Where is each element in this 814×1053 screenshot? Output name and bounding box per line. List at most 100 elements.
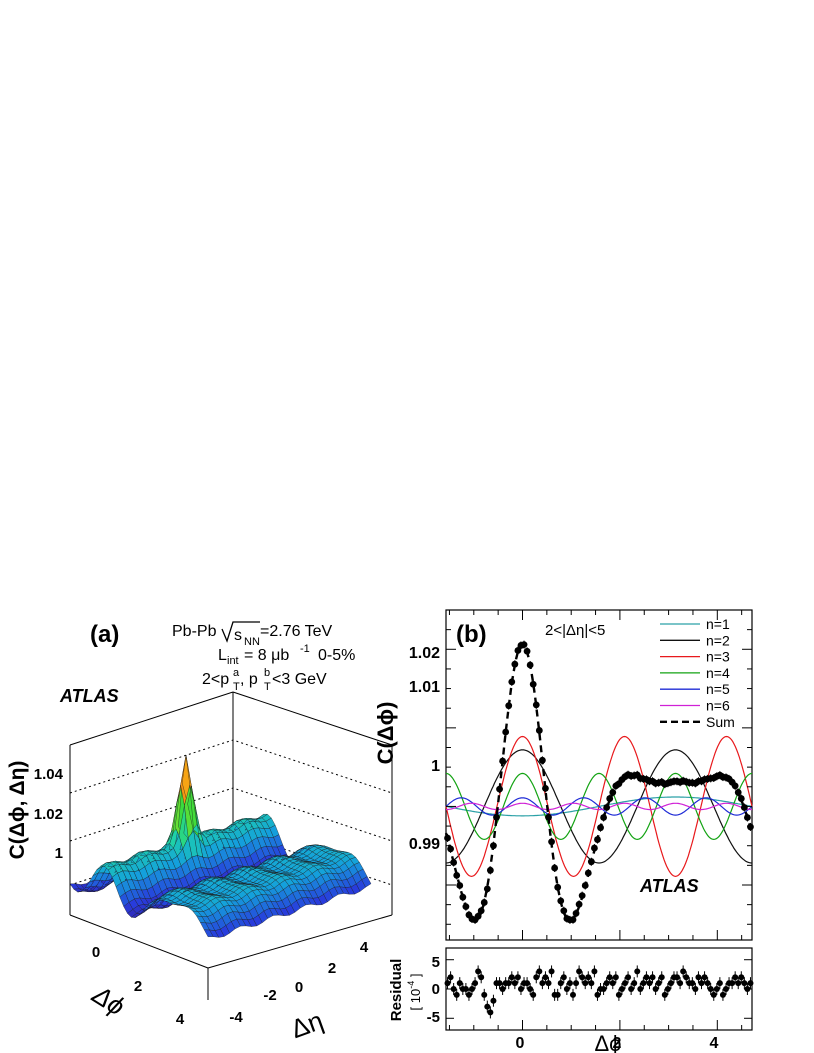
residual-point (618, 986, 625, 992)
panel-a-atlas-watermark: ATLAS (59, 686, 119, 706)
z-tick: 1 (55, 845, 63, 862)
panel-b-y-axis-label: C(Δϕ) (373, 702, 398, 765)
residual-point (600, 986, 607, 992)
phi-tick: 4 (176, 1011, 185, 1028)
residual-unit: [ 10-4 ] (406, 974, 423, 1011)
residual-point (735, 980, 742, 987)
harmonic-curve-n5 (445, 797, 753, 816)
energy-label: s (234, 627, 242, 644)
panel-a-z-ticks: 1.04 1.02 1 (34, 766, 64, 862)
y-tick-label: 1 (431, 758, 440, 775)
residual-point (615, 991, 622, 998)
panel-a-box-frame (69, 691, 393, 1000)
eta-tick: 2 (328, 960, 336, 977)
residual-point (582, 980, 589, 987)
legend-label: n=6 (706, 698, 730, 714)
data-point (557, 897, 565, 905)
panel-b-selection: 2<|Δη|<5 (545, 622, 605, 639)
panel-b-residual-y-ticks: 5 0 -5 (427, 954, 440, 1026)
data-point (572, 909, 580, 917)
residual-point (545, 980, 552, 987)
panel-a-info-block: Pb-Pb s NN =2.76 TeV L int = 8 μb -1 0-5… (172, 621, 355, 693)
residual-point (609, 980, 616, 987)
data-point (462, 903, 470, 911)
residual-point (649, 974, 656, 981)
residual-point (646, 980, 653, 987)
residual-point (447, 974, 454, 981)
data-point (453, 871, 461, 879)
data-point (584, 869, 592, 877)
residual-point (622, 980, 629, 987)
panel-b-label: (b) (456, 621, 487, 648)
residual-point (738, 974, 745, 981)
residual-point (683, 974, 690, 981)
data-point (511, 660, 519, 668)
residual-point (490, 997, 497, 1004)
data-point (734, 789, 742, 796)
residual-point (539, 980, 546, 987)
z-tick: 1.02 (34, 806, 63, 823)
pt-mid: , p (240, 671, 258, 688)
lumi-prefix: L (218, 647, 227, 664)
y-tick-label: 1.02 (409, 645, 440, 662)
residual-point (527, 986, 534, 992)
lumi-sub: int (227, 655, 239, 667)
residual-point (566, 980, 573, 987)
data-point (542, 784, 549, 792)
data-point (447, 845, 454, 853)
lumi-value: = 8 μb (244, 647, 289, 664)
data-point (575, 900, 583, 908)
data-point (609, 789, 617, 796)
data-point (499, 757, 507, 765)
legend-label: Sum (706, 714, 735, 730)
residual-point (484, 1003, 491, 1010)
legend-label: n=1 (706, 616, 730, 632)
residual-point (628, 986, 635, 992)
residual-point (533, 974, 540, 981)
residual-point (667, 980, 674, 987)
y-tick-label: 1.01 (409, 679, 440, 696)
data-point (493, 813, 500, 821)
residual-point (612, 974, 619, 981)
residual-point (514, 974, 521, 981)
residual-point (465, 991, 472, 998)
legend-label: n=4 (706, 665, 730, 681)
centrality: 0-5% (318, 647, 355, 664)
data-point (747, 823, 754, 831)
residual-point (704, 980, 711, 987)
residual-point (481, 991, 488, 998)
data-point (490, 842, 497, 850)
data-point (444, 834, 451, 842)
residual-point (677, 980, 684, 987)
residual-point (472, 980, 479, 987)
residual-point (664, 986, 671, 992)
residual-point (576, 968, 583, 975)
data-point (477, 907, 485, 915)
residual-point (453, 991, 460, 998)
residual-point (444, 980, 451, 987)
panel-a-z-axis-label: C(Δϕ, Δη) (6, 761, 29, 860)
data-point (551, 864, 559, 872)
data-point (560, 907, 568, 915)
residual-point (517, 986, 524, 992)
data-point (740, 804, 748, 811)
phi-tick: 0 (92, 944, 100, 961)
data-point (526, 661, 534, 669)
data-point (591, 844, 598, 852)
sqrt-symbol (221, 621, 260, 643)
pt-sup-a: a (233, 667, 240, 679)
data-point (459, 893, 467, 901)
data-point (474, 912, 482, 920)
residual-point (674, 974, 681, 981)
residual-point (557, 980, 564, 987)
data-point (606, 795, 614, 802)
energy-sub: NN (244, 636, 260, 648)
residual-point (698, 980, 705, 987)
residual-point (695, 974, 702, 981)
panel-a-phi-ticks: 0 2 4 (92, 944, 185, 1028)
z-tick: 1.04 (34, 766, 64, 783)
x-tick-label: 0 (516, 1035, 525, 1052)
panel-a-eta-axis-label: Δη (287, 1005, 327, 1044)
eta-tick: -2 (263, 987, 276, 1004)
